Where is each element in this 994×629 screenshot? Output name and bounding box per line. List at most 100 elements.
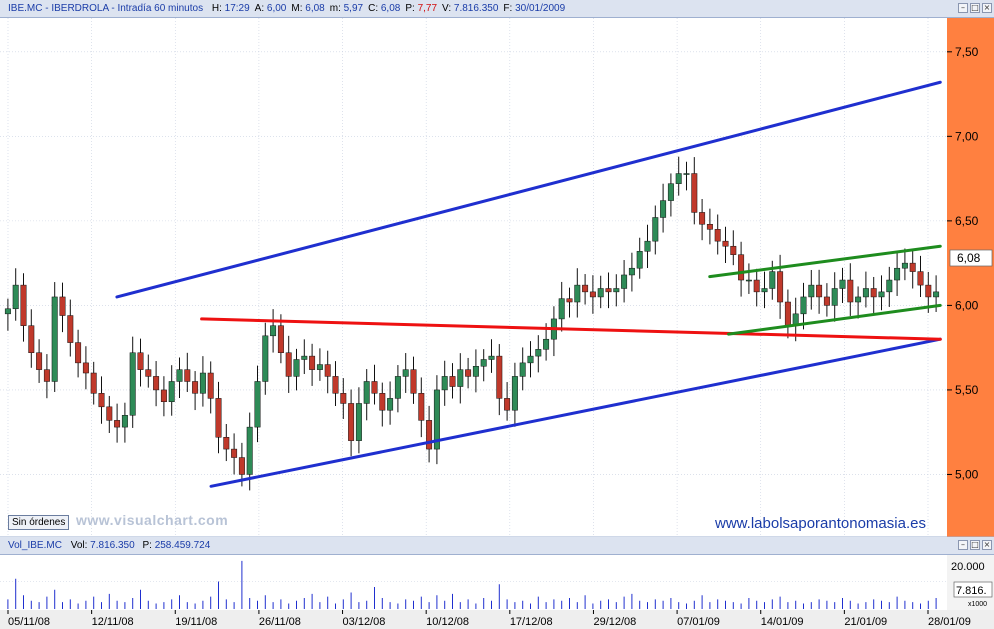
candle-body bbox=[605, 288, 612, 293]
candle-body bbox=[207, 372, 214, 399]
ohlc-field-value: 6,08 bbox=[380, 3, 401, 14]
candle-body bbox=[457, 369, 464, 387]
trendline-blue bbox=[115, 80, 942, 299]
candle-body bbox=[925, 284, 932, 298]
no-orders-button[interactable]: Sin órdenes bbox=[8, 515, 70, 530]
price-axis: 5,00 5,50 6,00 6,50 7,00 7,50 bbox=[947, 45, 979, 481]
volume-panel-title: Vol_IBE.MC bbox=[8, 540, 62, 551]
date-axis-strip bbox=[0, 610, 994, 629]
minimize-icon[interactable]: – bbox=[958, 3, 968, 13]
candle-body bbox=[231, 448, 238, 458]
candle-body bbox=[238, 457, 245, 475]
volume-series bbox=[7, 560, 937, 609]
candle-body bbox=[667, 183, 674, 201]
candle-body bbox=[316, 364, 323, 370]
volume-plot-area[interactable] bbox=[0, 554, 947, 610]
ohlc-field-value: 30/01/2009 bbox=[515, 3, 566, 14]
ohlc-field-label: C: bbox=[368, 3, 381, 14]
price-axis-label: 6,50 bbox=[955, 214, 979, 228]
candle-body bbox=[870, 288, 877, 298]
ohlc-field-label: A: bbox=[254, 3, 267, 14]
candle-body bbox=[472, 366, 479, 377]
candle-body bbox=[465, 369, 472, 377]
candle-body bbox=[215, 398, 222, 438]
candle-body bbox=[246, 426, 253, 475]
candle-body bbox=[496, 355, 503, 399]
candle-body bbox=[324, 364, 331, 377]
trendline-green bbox=[708, 244, 942, 279]
candle-body bbox=[519, 362, 526, 377]
candle-body bbox=[488, 355, 495, 360]
volume-multiplier-label: x1000 bbox=[968, 601, 987, 608]
candle-body bbox=[332, 376, 339, 394]
volume-window-controls: – □ × bbox=[958, 540, 992, 550]
candle-body bbox=[371, 381, 378, 394]
volume-last-box bbox=[953, 581, 993, 598]
ohlc-field-value: 17:29 bbox=[224, 3, 250, 14]
candle-body bbox=[691, 173, 698, 213]
candle-body bbox=[12, 284, 19, 310]
candle-body bbox=[309, 355, 316, 370]
candle-body bbox=[543, 338, 550, 350]
candle-body bbox=[831, 288, 838, 306]
candle-body bbox=[511, 376, 518, 411]
candle-body bbox=[348, 403, 355, 441]
candle-body bbox=[410, 369, 417, 394]
candle-body bbox=[20, 284, 27, 326]
ohlc-field-label: F: bbox=[503, 3, 516, 14]
maximize-icon[interactable]: □ bbox=[970, 540, 980, 550]
candle-body bbox=[660, 200, 667, 218]
candle-body bbox=[449, 376, 456, 387]
price-plot-area[interactable] bbox=[0, 18, 947, 537]
trendlines bbox=[115, 80, 942, 488]
candle-body bbox=[36, 352, 43, 370]
candle-body bbox=[145, 369, 152, 377]
candle-body bbox=[98, 393, 105, 408]
candlestick-series bbox=[4, 156, 940, 491]
price-axis-label: 5,00 bbox=[955, 467, 979, 481]
ohlc-field-label: P: bbox=[405, 3, 418, 14]
candle-body bbox=[82, 362, 89, 374]
ohlc-field-label: M: bbox=[291, 3, 306, 14]
close-icon[interactable]: × bbox=[982, 540, 992, 550]
candle-body bbox=[176, 369, 183, 382]
volume-axis-label: 20.000 bbox=[951, 561, 985, 573]
candle-body bbox=[777, 271, 784, 303]
maximize-icon[interactable]: □ bbox=[970, 3, 980, 13]
candle-body bbox=[730, 245, 737, 255]
candle-body bbox=[675, 173, 682, 184]
volume-p-value: 258.459.724 bbox=[154, 540, 211, 551]
price-axis-label: 7,00 bbox=[955, 129, 979, 143]
candle-body bbox=[917, 271, 924, 286]
candle-body bbox=[722, 240, 729, 247]
candle-body bbox=[301, 355, 308, 360]
candle-body bbox=[184, 369, 191, 382]
candle-body bbox=[808, 284, 815, 298]
candle-body bbox=[480, 359, 487, 367]
price-axis-label: 7,50 bbox=[955, 45, 979, 59]
candle-body bbox=[566, 298, 573, 303]
candle-body bbox=[293, 359, 300, 377]
ohlc-field-value: 7.816.350 bbox=[453, 3, 499, 14]
date-axis-label: 19/11/08 bbox=[175, 616, 217, 628]
candle-body bbox=[67, 315, 74, 343]
candle-body bbox=[504, 398, 511, 411]
candle-body bbox=[379, 393, 386, 411]
ohlc-field-value: 6,08 bbox=[305, 3, 325, 14]
candle-body bbox=[574, 284, 581, 303]
candle-body bbox=[909, 262, 916, 272]
close-icon[interactable]: × bbox=[982, 3, 992, 13]
candle-body bbox=[769, 271, 776, 289]
candle-body bbox=[597, 288, 604, 298]
candle-body bbox=[90, 372, 97, 394]
last-value-marker: 6,08 bbox=[949, 249, 993, 267]
candle-body bbox=[800, 296, 807, 315]
candle-body bbox=[558, 298, 565, 320]
minimize-icon[interactable]: – bbox=[958, 540, 968, 550]
date-axis-label: 28/01/09 bbox=[928, 616, 971, 628]
candle-body bbox=[855, 296, 862, 303]
candle-body bbox=[636, 251, 643, 269]
candle-body bbox=[613, 288, 620, 293]
